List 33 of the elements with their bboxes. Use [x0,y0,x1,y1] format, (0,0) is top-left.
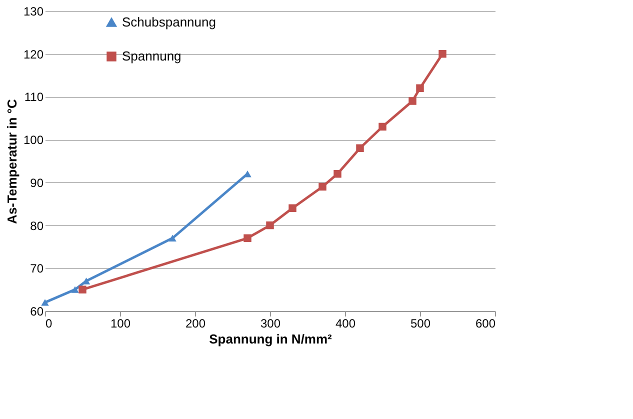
x-tick-label: 600 [475,316,496,330]
point [244,234,252,242]
y-tick-label: 120 [23,47,44,62]
point [334,170,342,178]
x-tick-label: 300 [260,316,281,330]
y-tick-label: 90 [30,176,44,190]
point [378,122,386,131]
point [288,204,296,212]
x-tick-label: 400 [335,316,356,330]
point [318,182,326,191]
x-tick-label: 0 [46,316,52,330]
x-axis-title: Spannung in N/mm² [209,332,333,346]
x-tick-label: 100 [110,316,131,330]
point [266,221,274,230]
point [41,299,49,306]
y-tick-label: 100 [23,133,44,148]
point [438,50,446,58]
y-tick-label: 60 [30,304,44,318]
y-tick-label: 80 [30,218,44,233]
point [416,84,424,92]
y-axis-title: As-Temperatur in °C [4,98,20,224]
y-tick-label: 110 [24,90,44,104]
point [356,144,364,152]
point [408,97,416,105]
legend-label: Schubspannung [122,14,216,30]
legend-label: Spannung [122,48,182,64]
point [168,234,176,242]
point [78,286,86,294]
x-tick-label: 200 [185,316,206,330]
point [71,286,79,293]
x-tick-label: 500 [410,316,431,330]
y-tick-label: 70 [30,262,44,276]
y-tick-label: 130 [23,4,44,18]
